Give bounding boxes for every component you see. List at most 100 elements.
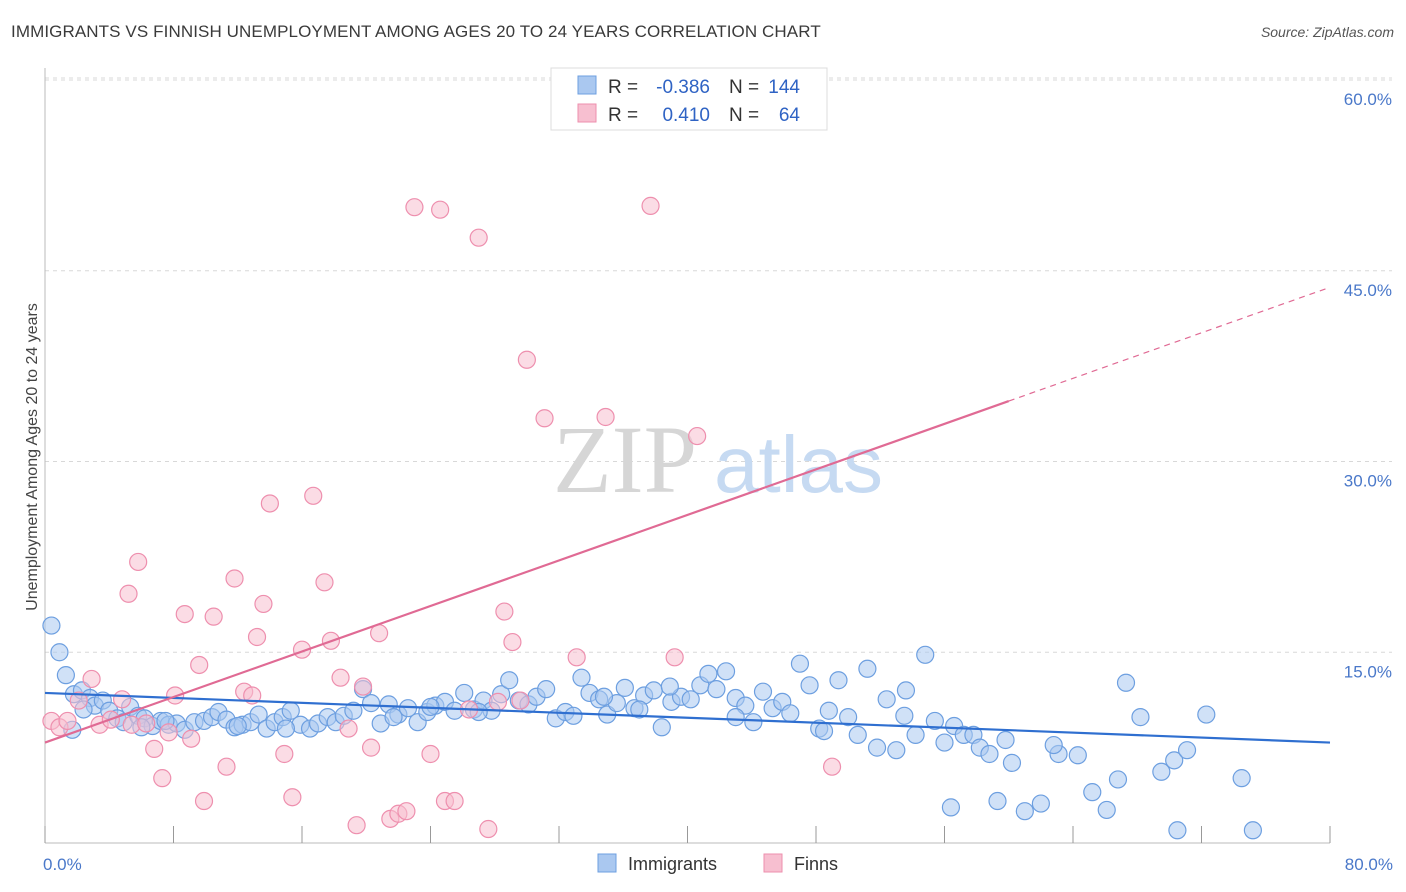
- immigrants-point: [42, 616, 61, 635]
- finns-point: [153, 769, 172, 788]
- immigrants-point: [1044, 735, 1063, 755]
- finns-point: [304, 486, 323, 505]
- finns-point: [190, 655, 209, 675]
- finns-point: [469, 228, 488, 247]
- finns-point: [353, 677, 373, 696]
- finns-trend-line: [44, 400, 1010, 744]
- bottom-legend-swatch-finns: [763, 853, 783, 873]
- finns-point: [641, 196, 660, 215]
- immigrants-point: [980, 744, 999, 764]
- immigrants-point: [1131, 708, 1150, 727]
- immigrants-point: [1108, 770, 1128, 789]
- finns-point: [159, 723, 178, 742]
- immigrants-point: [867, 738, 887, 757]
- finns-point: [225, 569, 244, 588]
- immigrants-point: [1097, 800, 1116, 820]
- immigrants-point: [644, 681, 663, 700]
- y-tick-label: 45.0%: [1344, 281, 1392, 300]
- legend-swatch-finns: [577, 103, 597, 123]
- immigrants-point: [630, 700, 649, 719]
- immigrants-point: [1168, 821, 1187, 840]
- finns-point: [397, 802, 416, 821]
- legend-box: [550, 67, 828, 131]
- immigrants-point: [1232, 769, 1251, 788]
- finns-point: [479, 819, 498, 839]
- finns-point: [331, 668, 350, 687]
- finns-point: [247, 627, 267, 647]
- immigrants-point: [707, 680, 726, 699]
- legend-r-value-immigrants: -0.386: [656, 77, 710, 98]
- legend-r-label-finns: R =: [608, 105, 638, 126]
- legend-n-value-finns: 64: [779, 105, 801, 126]
- grid-lines: [45, 77, 1392, 653]
- watermark-atlas: atlas: [714, 420, 883, 509]
- chart-title: IMMIGRANTS VS FINNISH UNEMPLOYMENT AMONG…: [11, 22, 821, 41]
- finns-point: [129, 552, 148, 572]
- finns-point: [145, 739, 164, 758]
- immigrants-point: [819, 701, 838, 720]
- immigrants-point: [716, 662, 736, 681]
- source-label: Source: ZipAtlas.com: [1260, 24, 1394, 40]
- finns-point: [488, 692, 508, 711]
- finns-point: [405, 198, 424, 217]
- finns-point: [217, 757, 236, 776]
- x-tick-label: 80.0%: [1345, 855, 1393, 874]
- immigrants-point: [887, 741, 906, 760]
- immigrants-point: [564, 706, 583, 725]
- immigrants-point: [1165, 751, 1184, 770]
- immigrants-point: [1243, 821, 1263, 840]
- legend-n-value-immigrants: 144: [768, 77, 800, 98]
- finns-points: [42, 109, 842, 839]
- legend-r-label-immigrants: R =: [608, 77, 638, 98]
- finns-trend-line-extension: [1008, 286, 1331, 402]
- immigrants-point: [699, 664, 718, 683]
- finns-point: [431, 200, 450, 219]
- watermark-zip: ZIP: [553, 406, 697, 513]
- finns-point: [275, 744, 294, 764]
- finns-point: [204, 607, 223, 626]
- finns-point: [503, 632, 522, 652]
- finns-point: [254, 594, 273, 614]
- finns-point: [347, 816, 366, 835]
- immigrants-point: [858, 659, 877, 678]
- immigrants-point: [839, 708, 858, 727]
- finns-point: [260, 494, 279, 513]
- legend-n-label-immigrants: N =: [729, 77, 759, 98]
- immigrants-point: [50, 643, 69, 662]
- immigrants-point: [1177, 741, 1197, 760]
- finns-point: [535, 409, 554, 428]
- immigrants-point: [1116, 673, 1136, 692]
- y-tick-label: 30.0%: [1344, 472, 1392, 491]
- y-axis-label: Unemployment Among Ages 20 to 24 years: [24, 303, 41, 611]
- immigrants-point: [1068, 746, 1087, 765]
- finns-point: [822, 757, 842, 776]
- immigrants-point: [935, 733, 954, 752]
- finns-point: [511, 691, 530, 710]
- immigrants-point: [249, 705, 268, 724]
- immigrants-point: [896, 681, 916, 700]
- immigrants-point: [1002, 753, 1022, 772]
- finns-point: [517, 350, 536, 369]
- finns-point: [665, 648, 684, 667]
- immigrants-point: [814, 721, 834, 741]
- correlation-legend: R = -0.386 N = 144 R = 0.410 N = 64: [550, 67, 828, 131]
- immigrants-point: [877, 690, 896, 709]
- finns-point: [137, 714, 156, 733]
- immigrants-point: [781, 704, 800, 723]
- finns-point: [421, 744, 440, 764]
- immigrants-point: [906, 725, 925, 745]
- axes: [44, 68, 1331, 844]
- finns-point: [445, 791, 464, 811]
- finns-point: [495, 602, 514, 621]
- immigrants-point: [916, 645, 935, 664]
- legend-r-value-finns: 0.410: [662, 105, 710, 126]
- legend-n-label-finns: N =: [729, 105, 759, 126]
- immigrants-point: [344, 701, 363, 720]
- immigrants-point: [1083, 783, 1102, 802]
- series-legend: Immigrants Finns: [597, 853, 838, 874]
- immigrants-point: [652, 718, 671, 737]
- immigrants-point: [537, 680, 556, 699]
- finns-point: [112, 690, 132, 709]
- immigrants-points: [42, 616, 1263, 840]
